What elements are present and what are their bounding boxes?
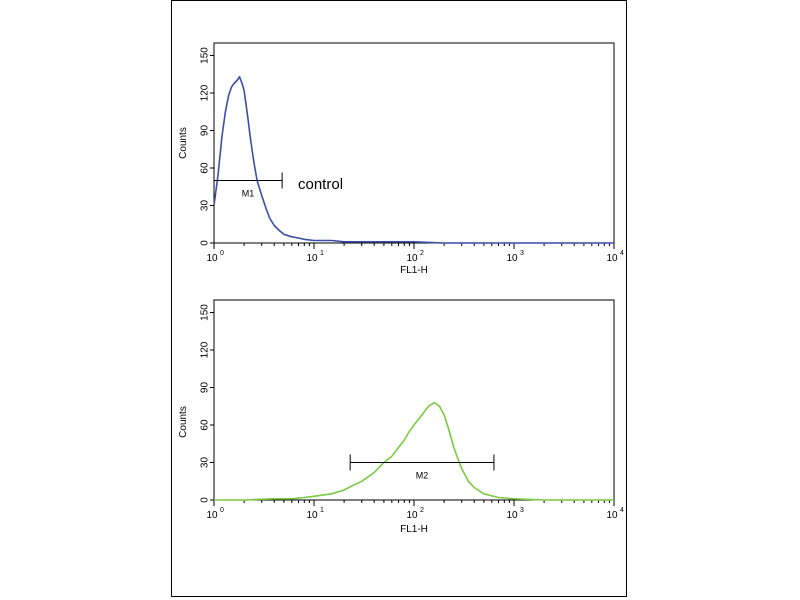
y-axis-label: Counts [178, 406, 189, 438]
x-tick-label: 10 [206, 253, 218, 264]
plot-area [213, 42, 615, 244]
figure-frame [171, 0, 627, 597]
plot-area [213, 299, 615, 501]
x-tick-label: 10 [606, 253, 618, 264]
x-axis-label: FL1-H [400, 265, 428, 276]
y-tick-label: 120 [200, 341, 211, 358]
x-tick-label: 10 [506, 510, 518, 521]
y-tick-label: 0 [200, 240, 211, 246]
x-tick-label: 10 [406, 510, 418, 521]
y-tick-label: 30 [200, 200, 211, 212]
y-tick-label: 60 [200, 419, 211, 431]
y-tick-label: 90 [200, 382, 211, 394]
marker-gate-label: M2 [416, 471, 429, 481]
x-tick-label: 10 [206, 510, 218, 521]
x-tick-exponent: 0 [220, 507, 224, 514]
x-tick-exponent: 4 [620, 250, 624, 257]
marker-gate-label: M1 [242, 189, 255, 199]
y-axis-label: Counts [178, 127, 189, 159]
x-tick-label: 10 [406, 253, 418, 264]
y-tick-label: 0 [200, 497, 211, 503]
x-tick-exponent: 3 [520, 250, 524, 257]
histogram-series-line [214, 401, 614, 501]
x-tick-label: 10 [306, 253, 318, 264]
annotation-control: control [298, 176, 343, 193]
x-tick-label: 10 [306, 510, 318, 521]
x-tick-exponent: 2 [420, 507, 424, 514]
y-tick-label: 60 [200, 162, 211, 174]
x-tick-exponent: 0 [220, 250, 224, 257]
y-tick-label: 90 [200, 125, 211, 137]
y-tick-label: 120 [200, 84, 211, 101]
y-tick-label: 150 [200, 304, 211, 321]
x-tick-exponent: 3 [520, 507, 524, 514]
x-axis-label: FL1-H [400, 524, 428, 535]
x-tick-label: 10 [506, 253, 518, 264]
x-tick-exponent: 4 [620, 507, 624, 514]
histogram-series-line [213, 76, 614, 244]
x-tick-exponent: 1 [320, 507, 324, 514]
x-tick-exponent: 1 [320, 250, 324, 257]
y-tick-label: 30 [200, 457, 211, 469]
x-tick-label: 10 [606, 510, 618, 521]
y-tick-label: 150 [200, 47, 211, 64]
x-tick-exponent: 2 [420, 250, 424, 257]
